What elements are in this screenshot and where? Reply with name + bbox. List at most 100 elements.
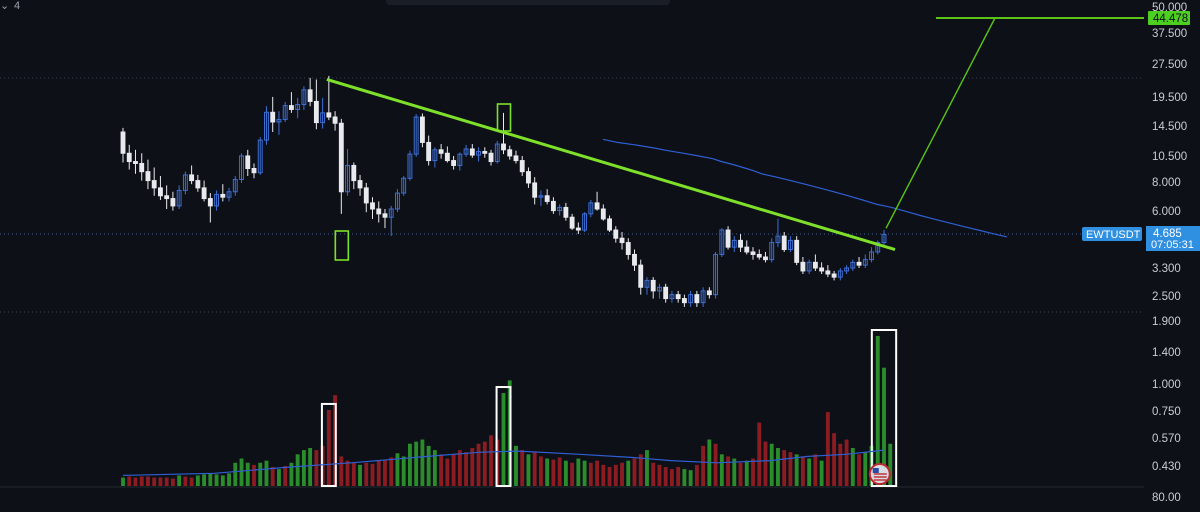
volume-bar — [888, 443, 893, 486]
candle-body — [407, 153, 413, 179]
volume-bar — [420, 439, 425, 486]
candle-body — [837, 270, 843, 278]
candle-body — [476, 151, 481, 156]
candle-body — [619, 237, 625, 244]
volume-bar — [701, 445, 706, 486]
price-moving-average — [602, 138, 1008, 238]
volume-axis: 1.400 1.000 0.750 0.570 0.430 80.00 — [1152, 347, 1181, 504]
volume-bar — [314, 450, 319, 486]
volume-bar — [464, 452, 469, 486]
volume-bar — [563, 460, 568, 486]
volume-bar — [127, 476, 132, 486]
volume-bar — [645, 450, 649, 486]
volume-bar — [457, 450, 462, 486]
volume-bar — [146, 476, 150, 486]
volume-bar — [220, 475, 225, 486]
volume-bar — [383, 459, 387, 486]
volume-bar — [208, 473, 213, 486]
volume-bar — [620, 462, 624, 486]
candle-body — [151, 180, 157, 189]
volume-bar — [202, 474, 207, 486]
volume-bar — [233, 462, 238, 486]
volume-bar — [214, 474, 219, 486]
price-tick-label: 37.500 — [1152, 28, 1187, 40]
candle-body — [632, 253, 637, 266]
current-price-label: 4.685 — [1153, 228, 1182, 240]
volume-bar — [308, 447, 313, 486]
candle-body — [519, 160, 525, 173]
candle-body — [295, 104, 301, 110]
candle-body — [657, 286, 662, 292]
candle-body — [569, 216, 575, 229]
price-tick-label: 2.500 — [1152, 291, 1181, 303]
candle-body — [189, 174, 195, 182]
candle-body — [875, 242, 881, 253]
candle-body — [706, 290, 712, 296]
volume-bar — [788, 452, 793, 486]
candle-body — [775, 235, 781, 244]
candle-body — [382, 213, 388, 218]
symbol-badge — [1082, 227, 1142, 241]
candle-body — [482, 151, 488, 154]
volume-bar — [326, 409, 331, 486]
chevron-down-icon[interactable]: ⌄ — [0, 0, 10, 12]
volume-bar — [769, 443, 774, 486]
candle-body — [507, 149, 513, 157]
volume-bar — [850, 447, 855, 486]
volume-bar — [794, 454, 799, 486]
candle-body — [594, 202, 600, 210]
candle-body — [650, 279, 656, 292]
candle-body — [120, 131, 126, 154]
candle-body — [869, 251, 874, 261]
candle-body — [288, 105, 294, 110]
chart-header[interactable]: ⌄ 4 — [0, 0, 20, 14]
candle-body — [270, 111, 276, 123]
top-toolbar-handle[interactable] — [386, 0, 670, 5]
volume-tick-label: 1.000 — [1152, 379, 1181, 391]
volume-tick-label: 0.570 — [1152, 433, 1181, 445]
volume-bar — [726, 456, 730, 486]
candle-body — [738, 239, 743, 248]
candle-body — [731, 239, 737, 248]
projection-line — [885, 17, 996, 229]
candle-body — [139, 162, 145, 173]
price-tick-label: 8.000 — [1152, 177, 1181, 189]
price-axis: 50.00037.50027.50019.50014.50010.5008.00… — [1152, 2, 1187, 328]
volume-tick-label: 0.430 — [1152, 461, 1181, 473]
volume-bar — [782, 450, 787, 486]
candle-body — [419, 116, 425, 143]
candle-body — [638, 264, 644, 288]
candle-body — [725, 229, 731, 248]
volume-bar — [514, 445, 518, 486]
volume-bar — [339, 456, 344, 486]
volume-bar — [663, 466, 668, 486]
volume-bar — [476, 443, 481, 486]
volume-bar — [719, 454, 724, 486]
volume-bar — [301, 450, 306, 486]
price-tick-label: 6.000 — [1152, 206, 1181, 218]
candle-body — [819, 267, 825, 272]
volume-highlight-box — [870, 329, 898, 487]
candle-body — [463, 148, 469, 155]
price-tick-label: 3.300 — [1152, 263, 1181, 275]
volume-tick-label: 80.00 — [1152, 492, 1181, 504]
volume-bar — [601, 464, 606, 486]
candle-body — [251, 168, 257, 174]
candle-body — [488, 152, 494, 163]
candle-body — [800, 261, 806, 272]
volume-bar — [252, 464, 256, 486]
candle-body — [600, 208, 606, 220]
volume-bar — [844, 439, 849, 486]
header-label: 4 — [14, 0, 21, 12]
volume-bar — [501, 393, 506, 486]
candle-body — [831, 273, 837, 278]
volume-bar — [245, 462, 250, 486]
candle-body — [688, 294, 694, 304]
drawing-annotations — [326, 17, 1144, 261]
candle-body — [532, 182, 538, 198]
us-flag-icon — [872, 468, 879, 473]
candle-body — [226, 191, 232, 198]
price-tick-label: 1.900 — [1152, 316, 1181, 328]
